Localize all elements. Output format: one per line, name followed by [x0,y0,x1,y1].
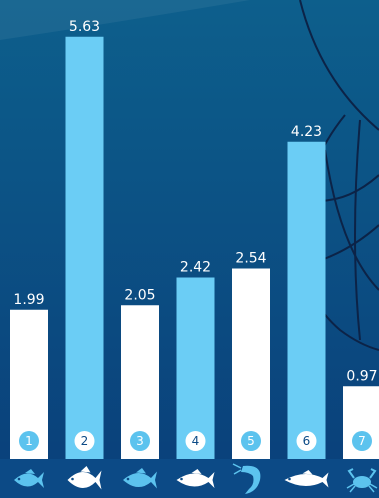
badge-1 [19,431,39,451]
value-label-4: 2.42 [180,260,211,276]
badge-2 [74,431,95,451]
badge-5 [241,431,261,451]
badge-3 [130,431,150,451]
category-label-3: 3 [136,434,144,448]
category-label-7: 7 [358,434,366,448]
badge-6 [296,431,317,451]
value-label-7: 0.97 [346,368,377,384]
bar-2 [65,36,104,459]
bar-4 [176,277,215,459]
badge-7 [352,431,372,451]
badge-4 [185,431,206,451]
shrimp-icon [232,463,261,494]
category-label-1: 1 [25,434,33,448]
category-label-6: 6 [303,434,311,448]
bars-layer: 1.99 1 5.63 2 2.05 3 2.42 4 2.54 5 4.23 6 0.97 7 [10,19,379,459]
category-label-5: 5 [247,434,255,448]
tuna-icon [176,469,215,488]
top-light-wave [0,0,250,40]
bar-6 [287,141,326,459]
mackerel-icon [284,470,329,488]
value-label-6: 4.23 [291,124,322,140]
category-label-2: 2 [81,434,89,448]
grouper-icon [67,466,102,490]
bar-5 [232,268,270,459]
net-rope-3 [324,149,379,291]
value-label-2: 5.63 [69,19,100,35]
net-rope-1 [299,0,379,131]
icons-layer [14,463,378,494]
snapper-icon [123,468,157,489]
value-label-3: 2.05 [124,287,155,303]
category-label-4: 4 [192,434,200,448]
value-label-1: 1.99 [13,292,44,308]
fish-icon [14,469,44,488]
net-rope-6 [354,119,361,341]
value-label-5: 2.54 [235,251,266,267]
crab-icon [346,468,378,493]
